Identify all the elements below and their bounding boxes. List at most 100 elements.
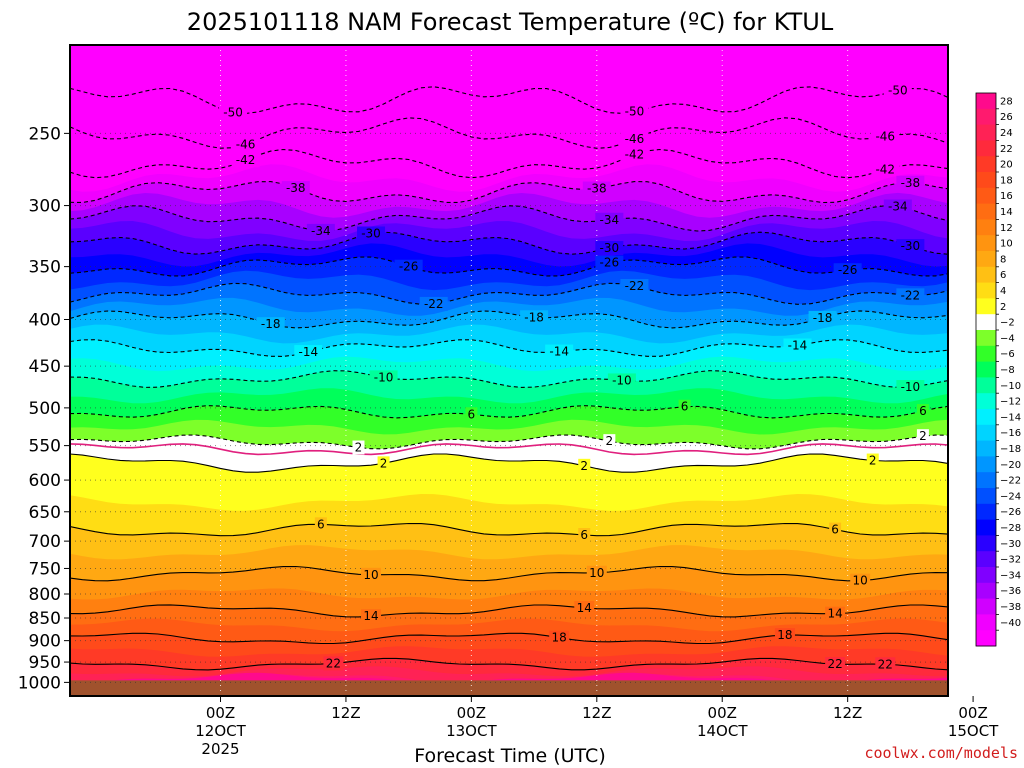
colorbar-swatch — [976, 203, 996, 220]
contour-label-bg — [578, 528, 591, 543]
contour-label: 14 — [827, 607, 842, 621]
ground-surface — [70, 680, 948, 696]
colorbar-label: 16 — [1000, 191, 1013, 202]
colorbar-swatch — [976, 93, 996, 110]
contour-label-bg — [808, 310, 837, 325]
contour-label: -30 — [600, 241, 620, 255]
colorbar-swatch — [976, 551, 996, 568]
contour-label: 22 — [326, 656, 341, 670]
contour-label-bg — [357, 226, 386, 241]
contour-label: 10 — [589, 566, 604, 580]
contour-line — [70, 86, 948, 115]
contour-label-bg — [850, 573, 871, 588]
colorbar-swatch — [976, 424, 996, 442]
contour-label-bg — [833, 263, 862, 278]
contour-label: -26 — [600, 256, 620, 270]
colorbar-label: −4 — [1000, 333, 1015, 344]
contour-label-bg — [369, 370, 398, 385]
contour-label-bg — [314, 517, 327, 532]
colorbar-swatch — [976, 614, 996, 631]
colorbar-label: 22 — [1000, 144, 1013, 155]
contour-label: -46 — [625, 132, 645, 146]
contour-label: 2 — [606, 434, 614, 448]
contour-label: -10 — [374, 370, 394, 384]
colorbar-swatch — [976, 582, 996, 600]
contour-line — [70, 339, 948, 357]
contour-label-bg — [595, 241, 624, 256]
colorbar-label: −26 — [1000, 507, 1021, 518]
contour-label-bg — [361, 609, 382, 624]
x-tick-label: 12Z — [582, 704, 611, 722]
contour-label: -42 — [875, 162, 895, 176]
contour-labels: -50 -50 -50 -46 -46 -46 -42 -42 -42 -38 -38 -38 -34 -… — [219, 83, 929, 672]
contour-label: 10 — [363, 568, 378, 582]
freezing-level-line — [70, 443, 948, 456]
colorbar-swatch — [976, 172, 996, 189]
contour-label-bg — [603, 434, 616, 449]
y-tick-label: 850 — [29, 609, 61, 629]
colorbar-label: 20 — [1000, 160, 1013, 171]
contour-label-bg — [620, 104, 649, 119]
x-tick-label: 00Z — [457, 704, 486, 722]
x-tick-label: 00Z — [206, 704, 235, 722]
colorbar-swatch — [976, 440, 996, 457]
contour-label-bg — [883, 83, 912, 98]
contour-label-bg — [825, 657, 846, 672]
contour-label: -30 — [901, 239, 921, 253]
contour-label: 2 — [355, 441, 363, 455]
contour-label: -18 — [813, 311, 833, 325]
contour-label-bg — [916, 404, 929, 419]
contour-label: -38 — [587, 182, 607, 196]
contour-line — [70, 117, 948, 149]
contour-label-bg — [620, 132, 649, 147]
contour-line — [70, 148, 948, 179]
contour-label-bg — [281, 181, 310, 196]
credit-text: coolwx.com/models — [864, 744, 1018, 762]
contour-label-bg — [377, 456, 390, 471]
contour-label-bg — [783, 338, 812, 353]
contour-lines — [70, 86, 948, 671]
colorbar-swatch — [976, 345, 996, 363]
contour-label: 22 — [827, 657, 842, 671]
colorbar-swatch — [976, 535, 996, 552]
contour-label: -50 — [625, 105, 645, 119]
contour-label: 10 — [853, 574, 868, 588]
colorbar-swatch — [976, 235, 996, 252]
contour-label-bg — [883, 199, 912, 214]
colorbar-label: −2 — [1000, 318, 1015, 329]
contour-label: -14 — [549, 345, 569, 359]
contour-label: -14 — [788, 338, 808, 352]
y-tick-label: 900 — [29, 632, 61, 652]
contour-label: 2 — [580, 459, 588, 473]
contour-label-bg — [545, 344, 574, 359]
contour-label: -50 — [888, 84, 908, 98]
contour-line — [70, 256, 948, 277]
colorbar-swatch — [976, 472, 996, 489]
contour-label: 6 — [468, 407, 476, 421]
colorbar-label: 10 — [1000, 239, 1013, 250]
contour-line — [70, 282, 948, 305]
contour-label: -18 — [524, 310, 544, 324]
contour-label: 14 — [577, 601, 592, 615]
colorbar-label: −38 — [1000, 602, 1021, 613]
colorbar-label: −14 — [1000, 412, 1021, 423]
chart-title: 2025101118 NAM Forecast Temperature (ºC)… — [187, 8, 834, 36]
colorbar-swatch — [976, 282, 996, 299]
colorbar-label: −16 — [1000, 428, 1021, 439]
contour-line — [70, 181, 948, 204]
y-tick-label: 350 — [29, 258, 61, 278]
contour-label-bg — [582, 181, 611, 196]
colorbar-label: −36 — [1000, 586, 1021, 597]
contour-label-bg — [231, 153, 260, 168]
contour-label-bg — [896, 239, 925, 254]
y-tick-label: 750 — [29, 559, 61, 579]
x-tick-label: 2025 — [201, 740, 239, 758]
colorbar-swatch — [976, 488, 996, 505]
contour-label-bg — [574, 600, 595, 615]
y-tick-label: 450 — [29, 357, 61, 377]
contour-label-bg — [394, 259, 423, 274]
contour-label-bg — [871, 129, 900, 144]
colorbar-label: −12 — [1000, 397, 1021, 408]
contour-label: 18 — [552, 631, 567, 645]
colorbar-swatch — [976, 567, 996, 584]
